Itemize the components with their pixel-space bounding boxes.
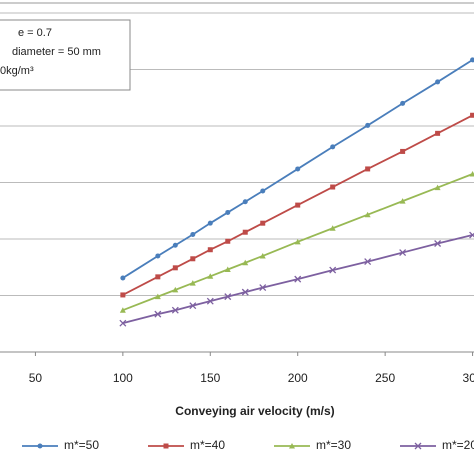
series-line <box>122 234 473 325</box>
marker <box>171 306 179 314</box>
annotation: diameter = 50 mm <box>12 46 101 58</box>
annotation: e = 0.7 <box>18 27 52 39</box>
marker <box>295 202 301 208</box>
marker <box>400 148 406 154</box>
marker <box>190 256 196 262</box>
marker <box>206 297 214 305</box>
annotation: 0kg/m³ <box>0 65 34 77</box>
x-tick-label: 250 <box>375 371 395 385</box>
series-line <box>122 114 473 296</box>
marker <box>329 225 336 231</box>
marker <box>330 184 336 190</box>
x-tick-label: 150 <box>200 371 220 385</box>
marker <box>260 220 266 226</box>
marker <box>364 211 371 218</box>
marker <box>163 443 169 449</box>
marker <box>469 171 474 177</box>
marker <box>119 319 127 327</box>
marker <box>207 220 213 226</box>
legend-label: m*=50 <box>64 438 99 452</box>
marker <box>207 273 214 279</box>
marker <box>154 310 162 318</box>
marker <box>189 280 196 286</box>
marker <box>295 166 301 172</box>
x-tick-label: 300 <box>463 371 474 385</box>
legend-label: m*=30 <box>316 438 351 452</box>
series-line <box>122 173 473 312</box>
marker <box>155 253 161 259</box>
marker <box>330 144 336 150</box>
marker <box>435 79 441 85</box>
marker <box>224 293 232 301</box>
marker <box>225 209 231 215</box>
marker <box>414 442 422 450</box>
marker <box>189 302 197 310</box>
marker <box>294 275 302 283</box>
marker <box>365 166 371 172</box>
marker <box>294 238 301 245</box>
plot-area <box>0 12 474 356</box>
series-line <box>122 59 474 279</box>
marker <box>260 188 266 194</box>
marker <box>469 231 474 239</box>
marker <box>434 240 442 247</box>
legend-label: m*=20 <box>442 438 474 452</box>
marker <box>224 266 231 273</box>
marker <box>172 286 179 293</box>
x-tick-label: 50 <box>29 371 43 385</box>
marker <box>329 266 337 274</box>
marker <box>435 130 441 136</box>
marker <box>470 57 474 63</box>
marker <box>155 274 161 280</box>
marker <box>172 265 178 271</box>
marker <box>399 249 407 257</box>
x-axis-title: Conveying air velocity (m/s) <box>175 404 334 418</box>
marker <box>400 100 406 106</box>
marker <box>242 199 248 205</box>
marker <box>37 443 43 449</box>
marker <box>364 258 372 266</box>
marker <box>154 293 161 300</box>
marker <box>190 231 196 237</box>
marker <box>365 122 371 128</box>
marker <box>259 284 267 292</box>
marker <box>289 443 295 449</box>
marker <box>120 292 126 298</box>
marker <box>399 198 406 204</box>
marker <box>434 184 441 191</box>
marker <box>207 247 213 253</box>
marker <box>119 307 126 313</box>
x-tick-label: 100 <box>113 371 133 385</box>
x-tick-label: 200 <box>288 371 308 385</box>
annotation-box <box>0 19 131 91</box>
legend-label: m*=40 <box>190 438 225 452</box>
marker <box>470 112 474 118</box>
marker <box>259 252 266 259</box>
marker <box>242 259 249 266</box>
marker <box>172 242 178 248</box>
marker <box>120 275 126 281</box>
marker <box>242 229 248 235</box>
marker <box>225 238 231 244</box>
marker <box>241 288 249 296</box>
